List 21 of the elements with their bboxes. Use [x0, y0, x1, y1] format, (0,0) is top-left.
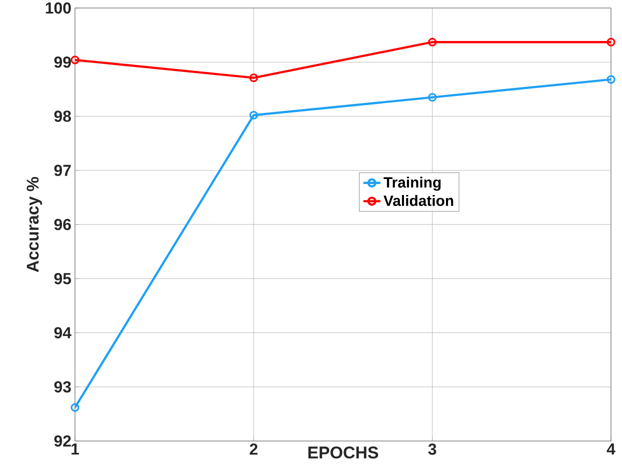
- y-tick-label: 98: [54, 110, 71, 122]
- point: [428, 93, 437, 102]
- point: [249, 110, 258, 120]
- x-tick-label: 2: [250, 444, 258, 455]
- y-tick-label: 94: [54, 327, 72, 338]
- legend-label: Training: [384, 176, 441, 191]
- y-tick-label: 100: [46, 2, 71, 14]
- y-axis-title: Accuracy %: [26, 176, 42, 272]
- y-tick-label: 96: [54, 218, 71, 230]
- y-tick-label: 92: [54, 435, 71, 447]
- x-tick-label: 4: [606, 444, 616, 454]
- point: [428, 38, 437, 46]
- y-tick-label: 97: [54, 164, 71, 176]
- x-axis-title: EPOCHS: [308, 446, 378, 459]
- y-tick-label: 99: [54, 56, 71, 68]
- y-tick-label: 95: [54, 272, 72, 284]
- x-tick-label: 1: [72, 444, 79, 454]
- legend-label: Validation: [384, 195, 454, 206]
- point: [249, 74, 258, 82]
- x-tick-label: 3: [428, 444, 436, 455]
- y-tick-label: 93: [54, 381, 71, 393]
